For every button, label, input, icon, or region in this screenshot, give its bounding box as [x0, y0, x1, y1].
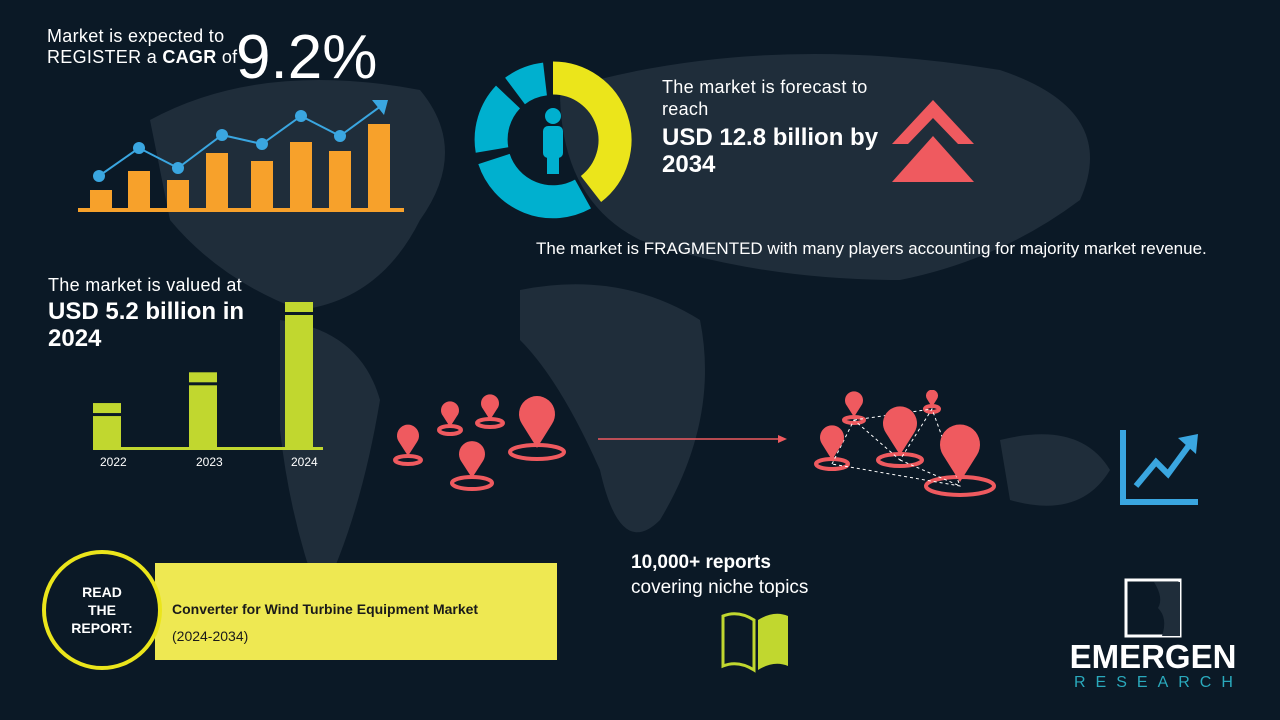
- growth-bar: [368, 124, 390, 210]
- read-the-report-badge[interactable]: READ THE REPORT:: [42, 550, 162, 670]
- bar-2024: [285, 302, 313, 447]
- market-size-chart: [93, 302, 323, 450]
- trend-up-icon: [1120, 430, 1198, 505]
- cagr-line1: Market is expected to: [47, 26, 225, 46]
- reports-subtitle: covering niche topics: [631, 577, 809, 598]
- growth-bar: [329, 151, 351, 210]
- bar-2022: [93, 403, 121, 447]
- bar-stripe: [189, 382, 217, 386]
- cagr-label: Market is expected to REGISTER a CAGR of: [47, 26, 237, 68]
- report-title[interactable]: Converter for Wind Turbine Equipment Mar…: [172, 601, 479, 617]
- bar-stripe: [93, 413, 121, 417]
- fragmented-text: The market is FRAGMENTED with many playe…: [536, 239, 1207, 258]
- reports-text: 10,000+ reports covering niche topics: [631, 550, 808, 600]
- emergen-logo: EMERGEN RESEARCH: [1066, 578, 1240, 692]
- logo-name: EMERGEN: [1069, 638, 1237, 675]
- badge-line: REPORT:: [71, 620, 133, 636]
- location-network-icon: [393, 390, 996, 497]
- donut-icon: [474, 61, 632, 219]
- tick-label: 2022: [100, 455, 127, 469]
- growth-bar: [251, 161, 273, 210]
- badge-line: READ: [82, 584, 122, 600]
- growth-bar: [90, 190, 112, 210]
- double-chevron-up-icon: [892, 100, 974, 182]
- bar-stripe: [285, 312, 313, 315]
- reports-count: 10,000+ reports: [631, 552, 771, 573]
- valued-value: USD 5.2 billion in 2024: [48, 298, 245, 352]
- badge-line: THE: [88, 602, 116, 618]
- growth-bar: [290, 142, 312, 210]
- cagr-value: 9.2%: [236, 23, 378, 92]
- cagr-line2: REGISTER a CAGR of: [47, 47, 238, 67]
- forecast-label: The market is forecast to reach: [662, 77, 868, 119]
- tick-label: 2024: [291, 455, 318, 469]
- growth-bar: [206, 153, 228, 210]
- cagr-growth-icon: [78, 100, 404, 212]
- logo-mark-icon: [1124, 578, 1182, 638]
- valued-label: The market is valued at: [48, 275, 242, 295]
- book-icon: [721, 612, 788, 673]
- forecast-value: USD 12.8 billion by 2034: [662, 124, 879, 178]
- logo-sub: RESEARCH: [1074, 674, 1243, 691]
- growth-bar: [128, 171, 150, 210]
- report-years: (2024-2034): [172, 628, 249, 644]
- tick-label: 2023: [196, 455, 223, 469]
- growth-bar: [167, 180, 189, 210]
- report-banner[interactable]: Converter for Wind Turbine Equipment Mar…: [155, 563, 557, 660]
